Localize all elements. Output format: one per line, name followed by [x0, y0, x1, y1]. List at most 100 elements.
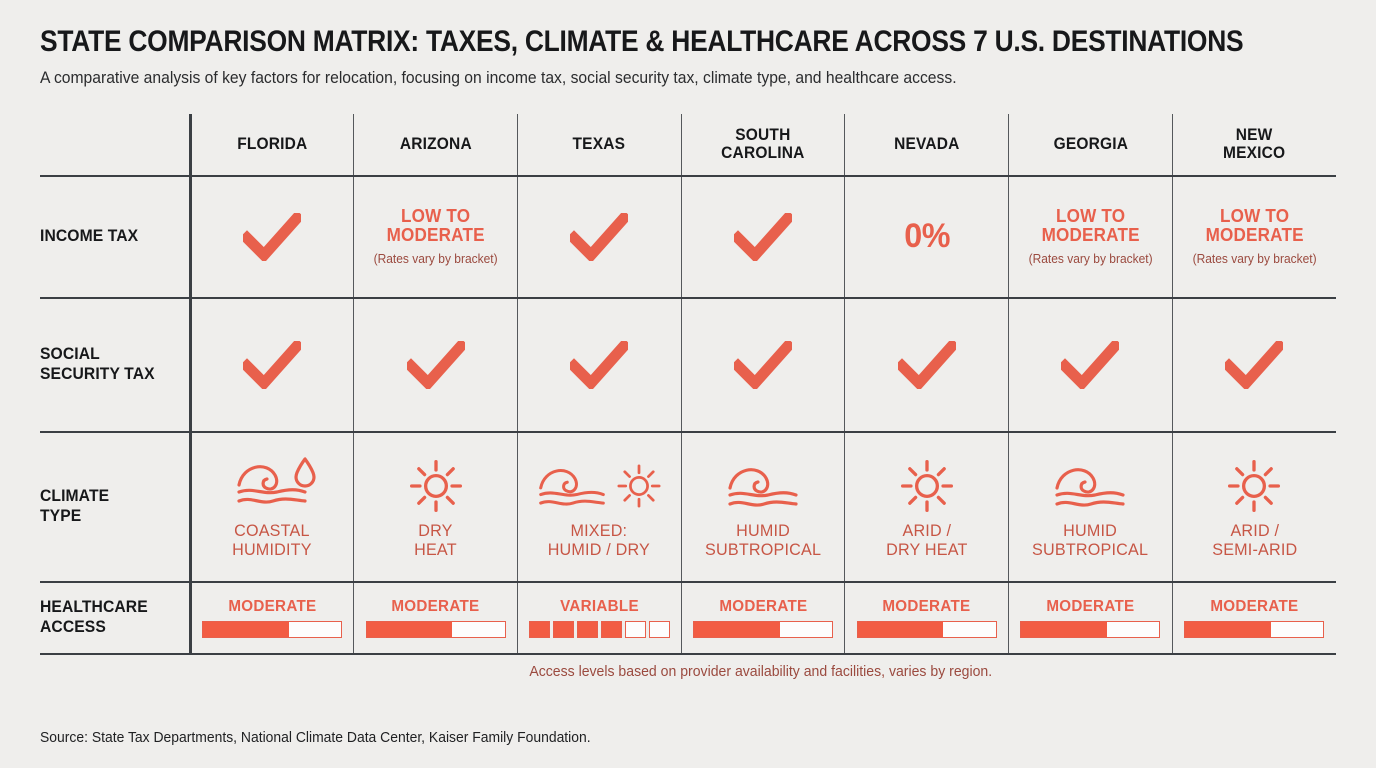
wave-icon [539, 468, 606, 506]
cell-healthcare: MODERATE [680, 581, 845, 654]
climate-label: ARID / DRY HEAT [885, 520, 968, 559]
cell-check [188, 297, 354, 432]
meter-segment [528, 620, 550, 638]
corner-cell [45, 114, 186, 176]
sun-icon [617, 464, 661, 508]
cell-climate: MIXED: HUMID / DRY [516, 431, 682, 582]
access-meter [856, 620, 997, 638]
access-label: MODERATE [228, 597, 317, 615]
sun-icon [1228, 459, 1281, 512]
comparison-matrix: FLORIDA ARIZONA TEXAS SOUTH CAROLINA NEVADA GE… [40, 113, 1336, 655]
cell-check [516, 175, 682, 298]
cell-healthcare: MODERATE [1171, 581, 1336, 654]
cell-healthcare: MODERATE [1008, 581, 1173, 654]
cell-check [1171, 297, 1336, 432]
cell-climate: HUMID SUBTROPICAL [1008, 431, 1173, 582]
climate-label: MIXED: HUMID / DRY [548, 520, 651, 559]
climate-label: HUMID SUBTROPICAL [704, 520, 821, 559]
access-meter [528, 620, 670, 638]
cell-healthcare: VARIABLE [516, 581, 682, 654]
rate-note: (Rates vary by bracket) [1192, 251, 1317, 266]
cell-climate: ARID / SEMI-ARID [1171, 431, 1336, 582]
meter-segment [552, 620, 574, 638]
climate-label: COASTAL HUMIDITY [232, 520, 313, 559]
cell-text: LOW TO MODERATE (Rates vary by bracket) [1171, 175, 1336, 298]
table-body: INCOME TAX LOW TO MODERATE (Rates vary by … [40, 175, 1336, 654]
meter-segment [624, 620, 646, 638]
cell-healthcare: MODERATE [353, 581, 518, 654]
cell-climate: COASTAL HUMIDITY [188, 431, 354, 582]
row-label: SOCIAL SECURITY TAX [40, 345, 155, 383]
rate-note: (Rates vary by bracket) [1028, 251, 1153, 266]
climate-icon-group [229, 455, 316, 517]
column-header: FLORIDA [193, 113, 349, 176]
cell-text: LOW TO MODERATE (Rates vary by bracket) [353, 175, 518, 298]
cell-healthcare: MODERATE [188, 581, 354, 654]
climate-icon-group [407, 455, 465, 517]
table-row: INCOME TAX LOW TO MODERATE (Rates vary by … [40, 175, 1336, 298]
row-label: HEALTHCARE ACCESS [40, 598, 148, 636]
climate-icon-group [717, 455, 809, 517]
access-label: MODERATE [1210, 597, 1299, 615]
rate-label: LOW TO MODERATE [1205, 205, 1304, 246]
access-meter [1184, 620, 1325, 638]
check-icon [1225, 340, 1284, 389]
cell-healthcare: MODERATE [844, 581, 1009, 654]
climate-icon-group [1044, 455, 1136, 517]
column-header: SOUTH CAROLINA [685, 113, 840, 176]
access-label: MODERATE [882, 597, 971, 615]
access-label: MODERATE [1046, 597, 1135, 615]
healthcare-footnote: Access levels based on provider availabi… [529, 663, 993, 680]
cell-climate: ARID / DRY HEAT [844, 431, 1009, 582]
cell-text: LOW TO MODERATE (Rates vary by bracket) [1008, 175, 1173, 298]
check-icon [570, 212, 629, 261]
cell-check [680, 297, 845, 432]
cell-check [516, 297, 682, 432]
row-label: CLIMATE TYPE [40, 487, 110, 525]
access-meter [692, 620, 833, 638]
page-title: STATE COMPARISON MATRIX: TAXES, CLIMATE … [40, 25, 1244, 58]
access-label: MODERATE [391, 597, 480, 615]
column-header: TEXAS [521, 113, 677, 176]
check-icon [733, 212, 792, 261]
wave-icon [728, 467, 798, 507]
climate-label: ARID / SEMI-ARID [1211, 520, 1297, 559]
access-meter [365, 620, 506, 638]
check-icon [1061, 340, 1120, 389]
cell-climate: HUMID SUBTROPICAL [680, 431, 845, 582]
column-header: NEW MEXICO [1176, 113, 1332, 176]
climate-label: HUMID SUBTROPICAL [1032, 520, 1149, 559]
climate-label: DRY HEAT [414, 520, 457, 559]
meter-segment [600, 620, 622, 638]
column-header: GEORGIA [1012, 113, 1168, 176]
rate-label: LOW TO MODERATE [1041, 205, 1140, 246]
sun-icon [900, 459, 953, 512]
cell-check [1008, 297, 1173, 432]
meter-segment [648, 620, 670, 638]
climate-icon-group [535, 455, 663, 517]
droplet-icon [294, 457, 316, 488]
column-header: ARIZONA [358, 113, 513, 176]
climate-icon-group [1225, 455, 1283, 517]
source-line: Source: State Tax Departments, National … [40, 730, 591, 746]
cell-check [353, 297, 518, 432]
table-row: CLIMATE TYPE COASTAL HUMIDITY DRY HEAT MIXE… [40, 431, 1336, 582]
table-row: HEALTHCARE ACCESS MODERATE MODERATE VARIABLE… [40, 581, 1336, 654]
check-icon [243, 340, 302, 389]
sun-icon [409, 459, 462, 512]
access-meter [202, 620, 343, 638]
table-row: SOCIAL SECURITY TAX [40, 297, 1336, 432]
percent-value: 0% [903, 217, 950, 256]
rate-note: (Rates vary by bracket) [373, 251, 498, 266]
cell-check [844, 297, 1009, 432]
comparison-table: FLORIDA ARIZONA TEXAS SOUTH CAROLINA NEVADA GE… [40, 113, 1336, 655]
check-icon [570, 340, 629, 389]
check-icon [897, 340, 956, 389]
column-header: NEVADA [849, 113, 1004, 176]
access-label: VARIABLE [559, 597, 639, 615]
page-subtitle: A comparative analysis of key factors fo… [40, 68, 957, 87]
table-header: FLORIDA ARIZONA TEXAS SOUTH CAROLINA NEVADA GE… [40, 113, 1336, 176]
header-row: FLORIDA ARIZONA TEXAS SOUTH CAROLINA NEVADA GE… [40, 113, 1336, 176]
row-label: INCOME TAX [40, 226, 139, 245]
